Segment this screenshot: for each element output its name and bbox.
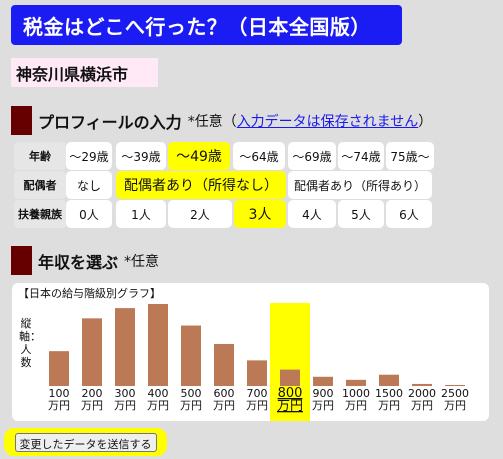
submit-highlight: 変更したデータを送信する bbox=[4, 428, 167, 456]
location-label: 神奈川県横浜市 bbox=[11, 58, 158, 87]
chart-x-tick-label[interactable]: 900 万円 bbox=[312, 387, 334, 412]
profile-option-0-2[interactable]: 〜49歳 bbox=[168, 142, 230, 170]
close-paren: ） bbox=[418, 113, 433, 130]
profile-option-2-5[interactable]: 5人 bbox=[338, 200, 384, 228]
chart-canvas: 100 万円 200 万円 300 万円 400 万円 500 万円 600 万円 700 万円 800 万円… bbox=[48, 303, 469, 421]
profile-option-2-0[interactable]: 0人 bbox=[66, 200, 112, 228]
income-distribution-chart: 【日本の給与階級別グラフ】 縦軸：人数 100 万円 200 万円 300 万円 400 万円… bbox=[12, 283, 489, 421]
optional-text: *任意（ bbox=[187, 113, 237, 130]
income-section-header: 年収を選ぶ *任意 bbox=[11, 246, 159, 275]
profile-row-label: 配偶者 bbox=[14, 171, 66, 199]
profile-option-1-1[interactable]: 配偶者あり（所得なし） bbox=[116, 171, 286, 199]
chart-x-tick-label[interactable]: 800 万円 bbox=[277, 386, 303, 414]
profile-option-0-5[interactable]: 〜74歳 bbox=[338, 142, 384, 170]
income-optional-note: *任意 bbox=[124, 253, 160, 270]
submit-button[interactable]: 変更したデータを送信する bbox=[14, 432, 157, 452]
chart-x-tick-label[interactable]: 700 万円 bbox=[246, 387, 268, 412]
chart-bar[interactable] bbox=[313, 376, 333, 386]
chart-bar[interactable] bbox=[214, 343, 234, 386]
chart-x-tick-label[interactable]: 1000 万円 bbox=[342, 387, 370, 412]
chart-bar[interactable] bbox=[247, 360, 267, 386]
chart-x-tick-label[interactable]: 1500 万円 bbox=[375, 387, 403, 412]
chart-bar[interactable] bbox=[280, 369, 300, 386]
profile-option-2-6[interactable]: 6人 bbox=[386, 200, 432, 228]
profile-optional-note: *任意（入力データは保存されません） bbox=[188, 111, 433, 131]
profile-option-0-4[interactable]: 〜69歳 bbox=[288, 142, 336, 170]
profile-option-1-0[interactable]: なし bbox=[66, 171, 112, 199]
profile-section-header: プロフィールの入力 *任意（入力データは保存されません） bbox=[11, 106, 432, 135]
profile-option-1-2[interactable]: 配偶者あり（所得あり） bbox=[288, 171, 432, 199]
chart-bar[interactable] bbox=[82, 318, 102, 386]
chart-x-tick-label[interactable]: 2000 万円 bbox=[408, 387, 436, 412]
chart-bar[interactable] bbox=[346, 379, 366, 386]
section-marker bbox=[11, 106, 32, 135]
chart-bar[interactable] bbox=[181, 325, 201, 386]
profile-option-2-2[interactable]: 2人 bbox=[168, 200, 232, 228]
profile-row-label: 扶養親族 bbox=[14, 200, 66, 228]
chart-bar[interactable] bbox=[445, 384, 465, 386]
location-text: 神奈川県横浜市 bbox=[16, 64, 129, 84]
profile-option-0-6[interactable]: 75歳〜 bbox=[386, 142, 434, 170]
income-section-title: 年収を選ぶ bbox=[38, 252, 119, 272]
profile-option-0-3[interactable]: 〜64歳 bbox=[233, 142, 285, 170]
profile-row-label: 年齢 bbox=[14, 142, 66, 170]
profile-option-2-4[interactable]: 4人 bbox=[288, 200, 336, 228]
selected-income-highlight bbox=[270, 303, 310, 421]
section-marker bbox=[11, 246, 32, 275]
app-title: 税金はどこへ行った？（日本全国版） bbox=[23, 14, 371, 39]
chart-x-tick-label[interactable]: 2500 万円 bbox=[441, 387, 469, 412]
chart-x-tick-label[interactable]: 100 万円 bbox=[48, 387, 70, 412]
chart-bar[interactable] bbox=[379, 374, 399, 386]
chart-x-tick-label[interactable]: 400 万円 bbox=[147, 387, 169, 412]
chart-bar[interactable] bbox=[412, 383, 432, 386]
chart-x-tick-label[interactable]: 200 万円 bbox=[81, 387, 103, 412]
profile-option-2-1[interactable]: 1人 bbox=[116, 200, 166, 228]
app-title-banner: 税金はどこへ行った？（日本全国版） bbox=[11, 5, 402, 45]
chart-bar[interactable] bbox=[49, 351, 69, 386]
data-not-saved-link[interactable]: 入力データは保存されません bbox=[236, 113, 419, 130]
chart-x-tick-label[interactable]: 500 万円 bbox=[180, 387, 202, 412]
profile-option-2-3[interactable]: 3人 bbox=[234, 200, 286, 228]
profile-section-title: プロフィールの入力 bbox=[38, 112, 182, 132]
chart-bar[interactable] bbox=[115, 308, 135, 386]
profile-option-0-1[interactable]: 〜39歳 bbox=[116, 142, 166, 170]
chart-title: 【日本の給与階級別グラフ】 bbox=[18, 287, 161, 300]
chart-x-tick-label[interactable]: 600 万円 bbox=[213, 387, 235, 412]
chart-bar[interactable] bbox=[148, 304, 168, 386]
profile-option-0-0[interactable]: 〜29歳 bbox=[66, 142, 112, 170]
chart-x-tick-label[interactable]: 300 万円 bbox=[114, 387, 136, 412]
